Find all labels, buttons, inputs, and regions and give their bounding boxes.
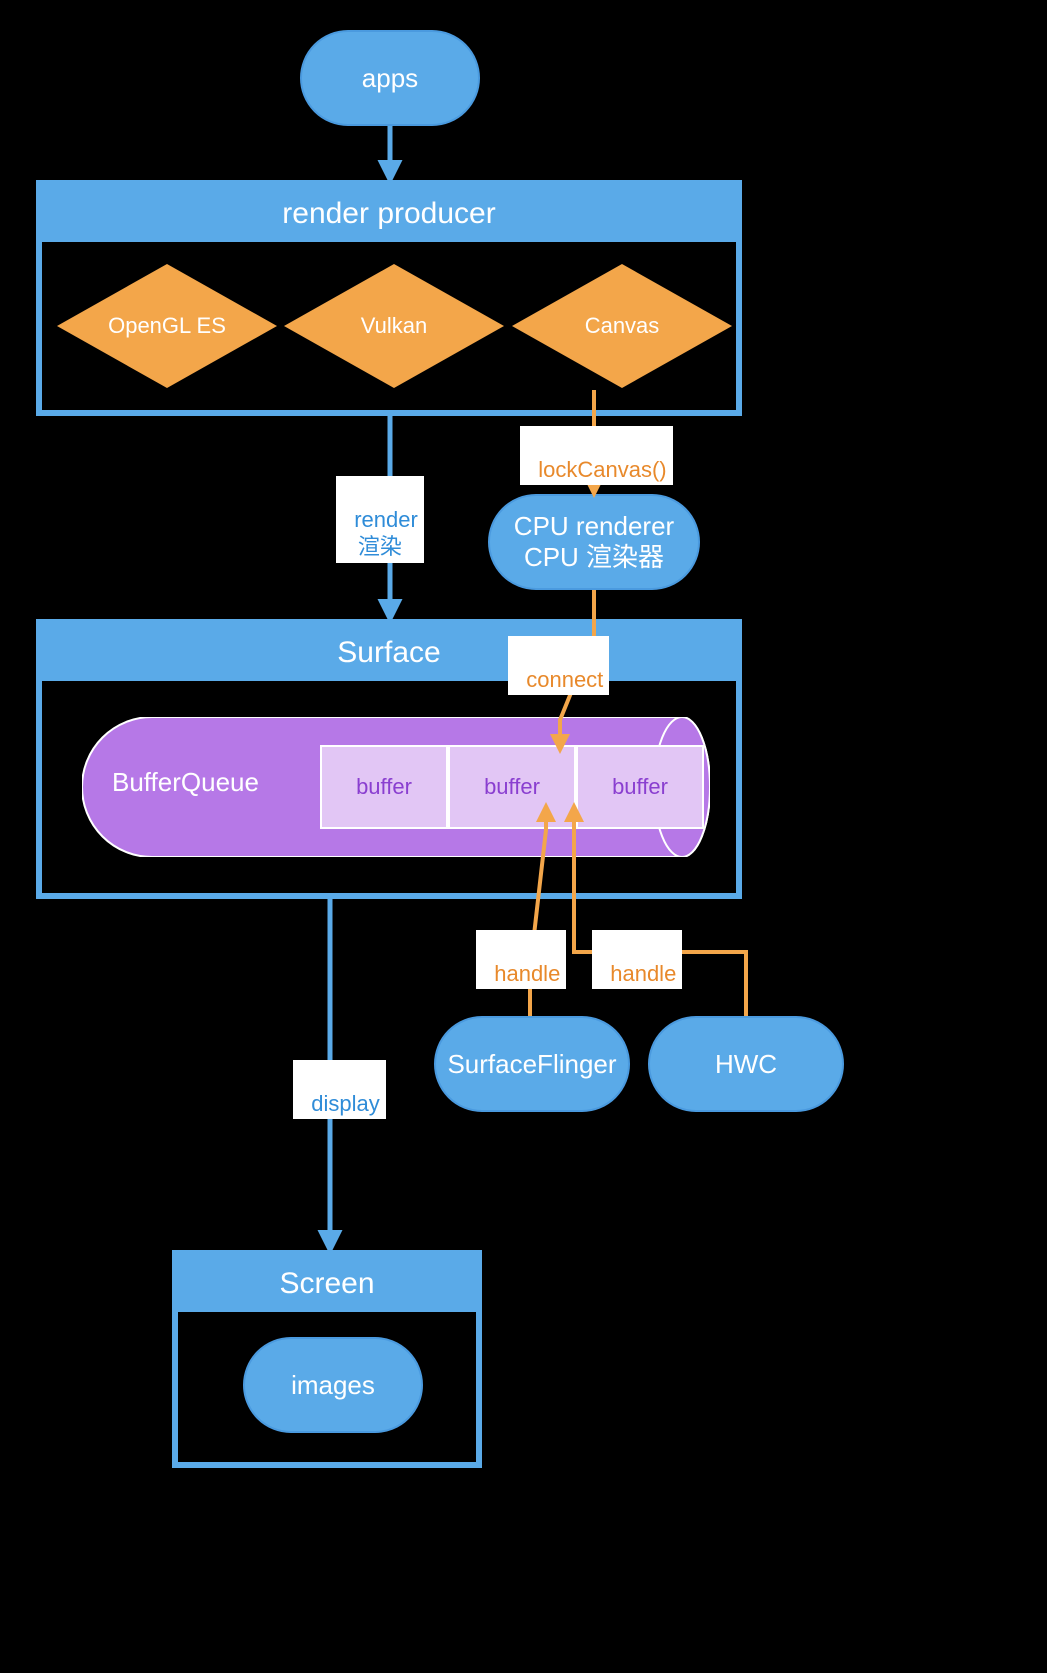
node-apps: apps — [300, 30, 480, 126]
bufferqueue-cylinder: BufferQueue buffer buffer buffer — [82, 717, 710, 857]
buffer-cell-1-label: buffer — [484, 774, 540, 800]
container-surface-header: Surface — [42, 625, 736, 681]
container-screen-title: Screen — [279, 1267, 374, 1301]
node-hwc-label: HWC — [715, 1049, 777, 1080]
node-cpu-renderer-line2: CPU 渲染器 — [524, 542, 664, 573]
buffer-cell-2-label: buffer — [612, 774, 668, 800]
edge-label-handle-hwc-text: handle — [610, 961, 676, 986]
edge-label-connect-text: connect — [526, 667, 603, 692]
buffer-cell-0-label: buffer — [356, 774, 412, 800]
diamond-vulkan: Vulkan — [284, 264, 504, 388]
node-hwc: HWC — [648, 1016, 844, 1112]
edge-label-lockcanvas-text: lockCanvas() — [538, 457, 666, 482]
container-surface: Surface BufferQueue buffer buffer buffer — [36, 619, 742, 899]
edge-label-handle-sf: handle — [476, 930, 566, 989]
bufferqueue-label: BufferQueue — [112, 767, 259, 798]
container-screen-header: Screen — [178, 1256, 476, 1312]
node-surfaceflinger-label: SurfaceFlinger — [447, 1049, 616, 1080]
container-render-producer-title: render producer — [282, 197, 495, 231]
diamond-canvas: Canvas — [512, 264, 732, 388]
buffer-cell-1: buffer — [448, 745, 576, 829]
diamond-opengl-label: OpenGL ES — [108, 313, 226, 339]
node-cpu-renderer-line1: CPU renderer — [514, 511, 674, 542]
container-surface-title: Surface — [337, 636, 440, 670]
node-surfaceflinger: SurfaceFlinger — [434, 1016, 630, 1112]
node-images-label: images — [291, 1370, 375, 1401]
edge-label-display-text: display — [311, 1091, 379, 1116]
diamond-opengl: OpenGL ES — [57, 264, 277, 388]
edge-label-display: display — [293, 1060, 386, 1119]
edge-label-render: render 渲染 — [336, 476, 424, 563]
edge-label-connect: connect — [508, 636, 609, 695]
container-render-producer-body: OpenGL ES Vulkan Canvas — [42, 242, 736, 410]
container-surface-body: BufferQueue buffer buffer buffer — [42, 681, 736, 893]
container-screen-body: images — [178, 1312, 476, 1462]
edge-label-lockcanvas: lockCanvas() — [520, 426, 673, 485]
diamond-canvas-label: Canvas — [585, 313, 660, 339]
diamond-vulkan-label: Vulkan — [361, 313, 427, 339]
container-render-producer: render producer OpenGL ES Vulkan Canvas — [36, 180, 742, 416]
node-apps-label: apps — [362, 63, 418, 94]
node-cpu-renderer: CPU renderer CPU 渲染器 — [488, 494, 700, 590]
edge-label-handle-sf-text: handle — [494, 961, 560, 986]
edge-label-handle-hwc: handle — [592, 930, 682, 989]
buffer-cell-0: buffer — [320, 745, 448, 829]
edge-label-render-text: render 渲染 — [354, 507, 418, 560]
buffer-cell-2: buffer — [576, 745, 704, 829]
container-render-producer-header: render producer — [42, 186, 736, 242]
node-images: images — [243, 1337, 423, 1433]
container-screen: Screen images — [172, 1250, 482, 1468]
